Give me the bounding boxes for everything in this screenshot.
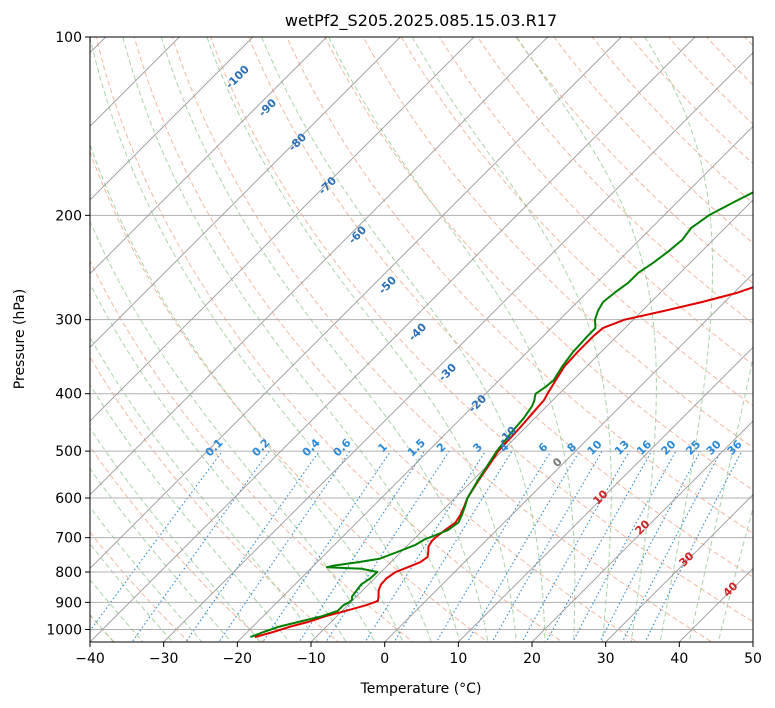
temperature-profile-line bbox=[254, 286, 753, 639]
y-tick-label: 1000 bbox=[46, 622, 82, 638]
moist-adiabat-line bbox=[261, 37, 546, 642]
y-tick-label: 500 bbox=[55, 444, 82, 460]
y-tick-label: 300 bbox=[55, 313, 82, 329]
x-tick-label: −10 bbox=[296, 651, 326, 667]
y-tick-label: 900 bbox=[55, 595, 82, 611]
isotherm-line bbox=[90, 37, 401, 348]
y-axis-label: Pressure (hPa) bbox=[12, 289, 28, 389]
isotherm-line bbox=[384, 273, 753, 642]
y-tick-label: 600 bbox=[55, 491, 82, 507]
plot-area: 0.1 0.2 0.4 0.6 1 1.5 2 3 4 6 8 10 13 16 20 25 30 36-100-… bbox=[90, 37, 753, 642]
moist-adiabat-line bbox=[90, 220, 376, 642]
x-tick-label: 30 bbox=[597, 651, 615, 667]
moist-adiabat-line bbox=[90, 282, 347, 642]
isotherm-line bbox=[90, 37, 475, 422]
moist-adiabat-line bbox=[90, 37, 432, 642]
dry-adiabat-line bbox=[362, 37, 753, 449]
moist-adiabat-line bbox=[90, 506, 203, 642]
y-tick-label: 200 bbox=[55, 208, 82, 224]
moist-adiabat-line bbox=[328, 37, 576, 642]
y-tick-label: 700 bbox=[55, 531, 82, 547]
moist-adiabat-line bbox=[717, 506, 753, 642]
moist-adiabat-line bbox=[90, 467, 232, 642]
x-axis: −40 −30 −20 −10 0 10 20 30 40 50 bbox=[75, 642, 762, 667]
pressure-gridlines bbox=[90, 37, 753, 630]
x-axis-label: Temperature (°C) bbox=[360, 681, 482, 697]
isotherm-line bbox=[531, 420, 753, 642]
x-tick-label: 40 bbox=[670, 651, 688, 667]
chart-title: wetPf2_S205.2025.085.15.03.R17 bbox=[285, 11, 557, 31]
x-tick-label: −30 bbox=[149, 651, 179, 667]
x-tick-label: 50 bbox=[744, 651, 762, 667]
dry-adiabat-line bbox=[286, 37, 753, 534]
dry-adiabat-line bbox=[95, 37, 564, 642]
isotherm-line bbox=[90, 37, 328, 275]
dry-adiabat-line bbox=[133, 37, 638, 642]
isotherm-line bbox=[90, 37, 696, 642]
plot-frame bbox=[89, 36, 754, 643]
skewed-isotherms bbox=[90, 37, 753, 642]
isotherm-line bbox=[90, 37, 622, 569]
isotherm-line bbox=[236, 125, 753, 642]
y-tick-label: 400 bbox=[55, 387, 82, 403]
dry-adiabat-line bbox=[90, 259, 414, 642]
dry-adiabat-line bbox=[209, 37, 753, 623]
y-axis: 100 200 300 400 500 600 700 800 900 1000 bbox=[46, 30, 90, 638]
x-tick-label: 10 bbox=[449, 651, 467, 667]
dry-adiabat-line bbox=[90, 445, 265, 642]
y-tick-label: 100 bbox=[55, 30, 82, 46]
isotherm-line bbox=[90, 37, 549, 496]
dry-adiabat-line bbox=[171, 37, 713, 642]
isotherm-line bbox=[457, 346, 753, 642]
dry-adiabat-line bbox=[324, 37, 753, 491]
dry-adiabat-line bbox=[90, 531, 190, 642]
moist-adiabat-line bbox=[160, 37, 489, 642]
x-tick-label: 0 bbox=[380, 651, 389, 667]
dewpoint-profile-line bbox=[250, 191, 753, 639]
profile-series bbox=[250, 191, 753, 639]
moist-adiabat-line bbox=[90, 578, 144, 642]
isotherm-line bbox=[605, 494, 753, 642]
isotherm-line bbox=[90, 37, 254, 201]
x-tick-label: 20 bbox=[523, 651, 541, 667]
dry-adiabat-line bbox=[400, 37, 753, 407]
x-tick-label: −40 bbox=[75, 651, 105, 667]
dry-adiabat-line bbox=[248, 37, 753, 578]
dry-adiabat-line bbox=[90, 356, 340, 642]
y-tick-label: 800 bbox=[55, 565, 82, 581]
moist-adiabat-line bbox=[90, 383, 290, 642]
x-tick-label: −20 bbox=[223, 651, 253, 667]
isotherm-line bbox=[163, 52, 753, 642]
